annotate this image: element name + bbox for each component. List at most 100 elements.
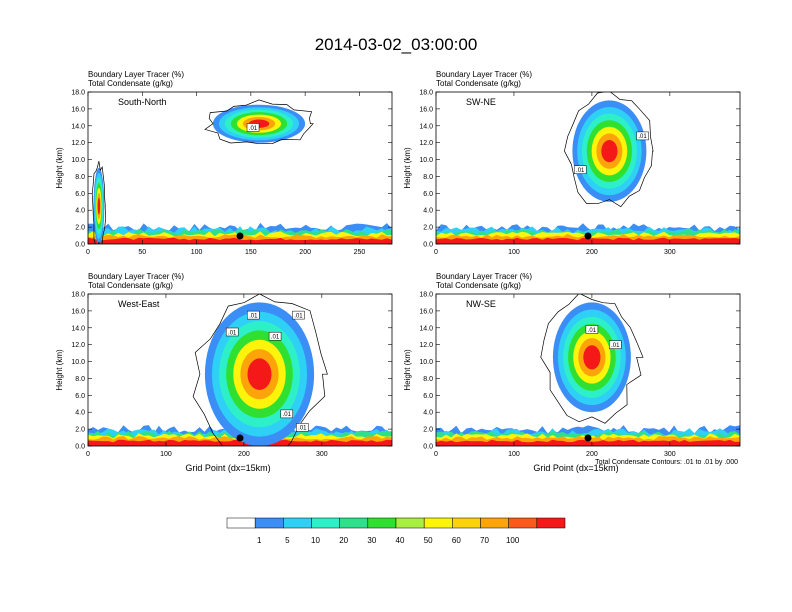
contour-label-box: [609, 340, 622, 349]
location-marker: [584, 434, 592, 442]
colorbar-swatch: [339, 517, 369, 529]
y-tick-label: 8.0: [423, 376, 433, 383]
colorbar-swatch: [395, 517, 425, 529]
colorbar-label: 100: [506, 536, 520, 545]
panel-field-nwse: [436, 294, 740, 446]
y-tick-label: 16.0: [419, 308, 433, 315]
contour-label: .01: [638, 134, 647, 140]
x-tick-label: 300: [316, 451, 328, 458]
y-axis-label: Height (km): [55, 147, 64, 189]
y-tick-label: 16.0: [419, 106, 433, 113]
y-tick-label: 10.0: [419, 157, 433, 164]
x-tick-label: 0: [86, 249, 90, 256]
colorbar-label: 70: [480, 536, 489, 545]
plot-frame: [87, 293, 393, 447]
panel-heading-tracer: Boundary Layer Tracer (%): [88, 272, 184, 281]
x-tick-label: 150: [245, 249, 257, 256]
y-tick-label: 8.0: [75, 376, 85, 383]
location-marker: [236, 434, 244, 442]
y-tick-label: 4.0: [75, 410, 85, 417]
y-tick-label: 14.0: [419, 123, 433, 130]
y-tick-label: 8.0: [423, 174, 433, 181]
colorbar-label: 40: [396, 536, 405, 545]
y-tick-label: 16.0: [71, 106, 85, 113]
x-tick-label: 250: [354, 249, 366, 256]
y-tick-label: 10.0: [71, 359, 85, 366]
colorbar-swatch: [536, 517, 566, 529]
panel-swne: .01 .01 0.0 2.0 4.0 6.0 8.0 10.0 12.0 14.0 16.0 18.…: [403, 70, 741, 256]
colorbar-label: 20: [339, 536, 348, 545]
panel-heading-tracer: Boundary Layer Tracer (%): [436, 70, 532, 79]
condensate-contour: [204, 99, 314, 145]
colorbar-swatch: [452, 517, 481, 529]
y-axis-label: Height (km): [403, 147, 412, 189]
contour-label-box: [585, 325, 599, 334]
y-tick-label: 0.0: [75, 444, 85, 451]
contour-label-box: [280, 409, 294, 419]
x-tick-label: 200: [586, 249, 598, 256]
y-tick-label: 10.0: [71, 157, 85, 164]
contour-label-box: [296, 423, 309, 432]
condensate-contour: [564, 92, 654, 208]
y-tick-label: 18.0: [419, 90, 433, 97]
y-tick-label: 18.0: [71, 90, 85, 97]
x-tick-label: 300: [664, 451, 676, 458]
tracer-plume: [247, 358, 272, 391]
y-tick-label: 0.0: [423, 444, 433, 451]
contour-label: .01: [283, 412, 292, 418]
x-tick-label: 200: [238, 451, 250, 458]
panel-label: West-East: [118, 299, 160, 309]
y-tick-label: 18.0: [71, 292, 85, 299]
tracer-plume: [601, 140, 618, 163]
colorbar-label: 50: [424, 536, 433, 545]
contour-label: .01: [294, 313, 303, 319]
panel-heading-condensate: Total Condensate (g/kg): [88, 281, 173, 290]
y-tick-label: 6.0: [75, 393, 85, 400]
x-tick-label: 100: [160, 451, 172, 458]
x-tick-label: 300: [664, 249, 676, 256]
contour-label-box: [268, 331, 282, 341]
y-tick-label: 6.0: [423, 191, 433, 198]
x-tick-label: 50: [138, 249, 146, 256]
y-tick-label: 10.0: [419, 359, 433, 366]
y-tick-label: 14.0: [71, 325, 85, 332]
plot-frame: [435, 293, 741, 447]
y-axis-label: Height (km): [55, 349, 64, 391]
x-tick-label: 0: [434, 249, 438, 256]
panel-nwse: .01 .01 0.0 2.0 4.0 6.0 8.0 10.0 12.0 14.0 16.0 18.…: [403, 272, 741, 473]
contour-footnote: Total Condensate Contours: .01 to .01 by…: [595, 459, 738, 466]
y-tick-label: 18.0: [419, 292, 433, 299]
colorbar-swatch: [367, 517, 397, 529]
x-tick-label: 100: [508, 249, 520, 256]
panel-label: NW-SE: [466, 299, 496, 309]
tracer-plume: [583, 345, 601, 370]
y-tick-label: 14.0: [419, 325, 433, 332]
condensate-contour: [540, 294, 644, 424]
bl-layer: [436, 237, 740, 244]
y-tick-label: 2.0: [423, 427, 433, 434]
bl-layer: [88, 237, 392, 244]
y-tick-label: 12.0: [419, 140, 433, 147]
colorbar-swatch: [226, 517, 256, 529]
contour-label: .01: [611, 343, 620, 349]
colorbar-label: 10: [311, 536, 320, 545]
contour-label: .01: [588, 328, 597, 334]
y-tick-label: 0.0: [75, 242, 85, 249]
y-axis-label: Height (km): [403, 349, 412, 391]
y-tick-label: 12.0: [419, 342, 433, 349]
panel-heading-condensate: Total Condensate (g/kg): [88, 79, 173, 88]
bl-layer: [436, 439, 740, 446]
x-tick-label: 0: [434, 451, 438, 458]
colorbar-swatch: [311, 517, 340, 529]
location-marker: [584, 232, 592, 240]
contour-label-box: [636, 131, 649, 141]
contour-label-box: [573, 165, 587, 174]
main-title: 2014-03-02_03:00:00: [315, 35, 478, 54]
contour-label-box: [246, 123, 260, 132]
contour-label: .01: [271, 335, 280, 341]
plot-frame: [435, 91, 741, 245]
y-tick-label: 8.0: [75, 174, 85, 181]
condensate-contour: [91, 161, 107, 244]
panel-sn: .01 0.0 2.0 4.0 6.0 8.0 10.0 12.0 14.0 16.0 18.0 0 5…: [55, 70, 393, 256]
